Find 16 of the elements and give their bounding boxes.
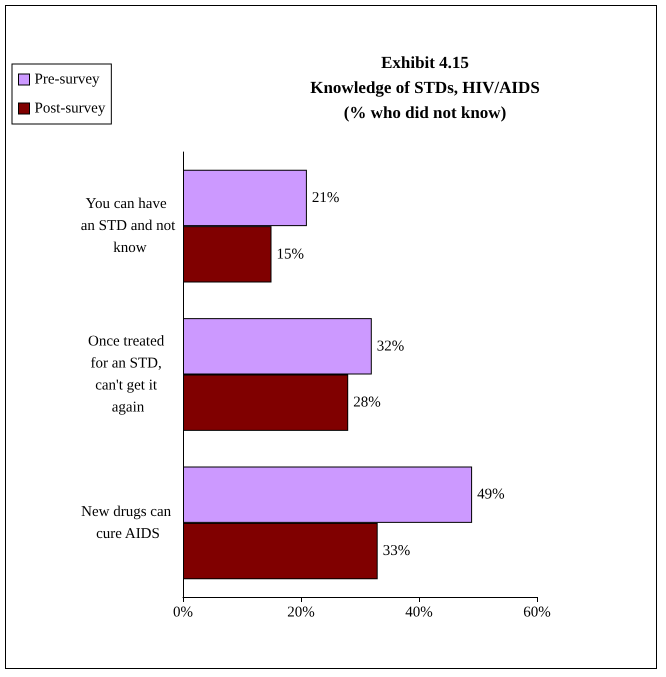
- data-label: 21%: [312, 190, 340, 206]
- y-tick-label: You can have an STD and not know: [80, 196, 176, 256]
- y-tick-label: Once treated for an STD, can't get it again: [88, 334, 168, 416]
- data-label: 49%: [477, 486, 505, 503]
- data-label: 28%: [353, 394, 381, 411]
- chart-title: Exhibit 4.15 Knowledge of STDs, HIV/AIDS (% who did not know): [310, 53, 540, 122]
- legend-label: Post-survey: [34, 100, 106, 116]
- data-label: 15%: [276, 246, 304, 262]
- x-tick-label: 0%: [173, 604, 193, 620]
- x-tick-label: 20%: [287, 604, 315, 620]
- y-tick-label: New drugs can cure AIDS: [81, 504, 175, 542]
- x-tick-label: 40%: [405, 604, 433, 620]
- data-label: 32%: [376, 338, 404, 354]
- legend-label: Pre-survey: [34, 72, 100, 88]
- data-label: 33%: [382, 543, 410, 560]
- x-tick-label: 60%: [523, 604, 551, 620]
